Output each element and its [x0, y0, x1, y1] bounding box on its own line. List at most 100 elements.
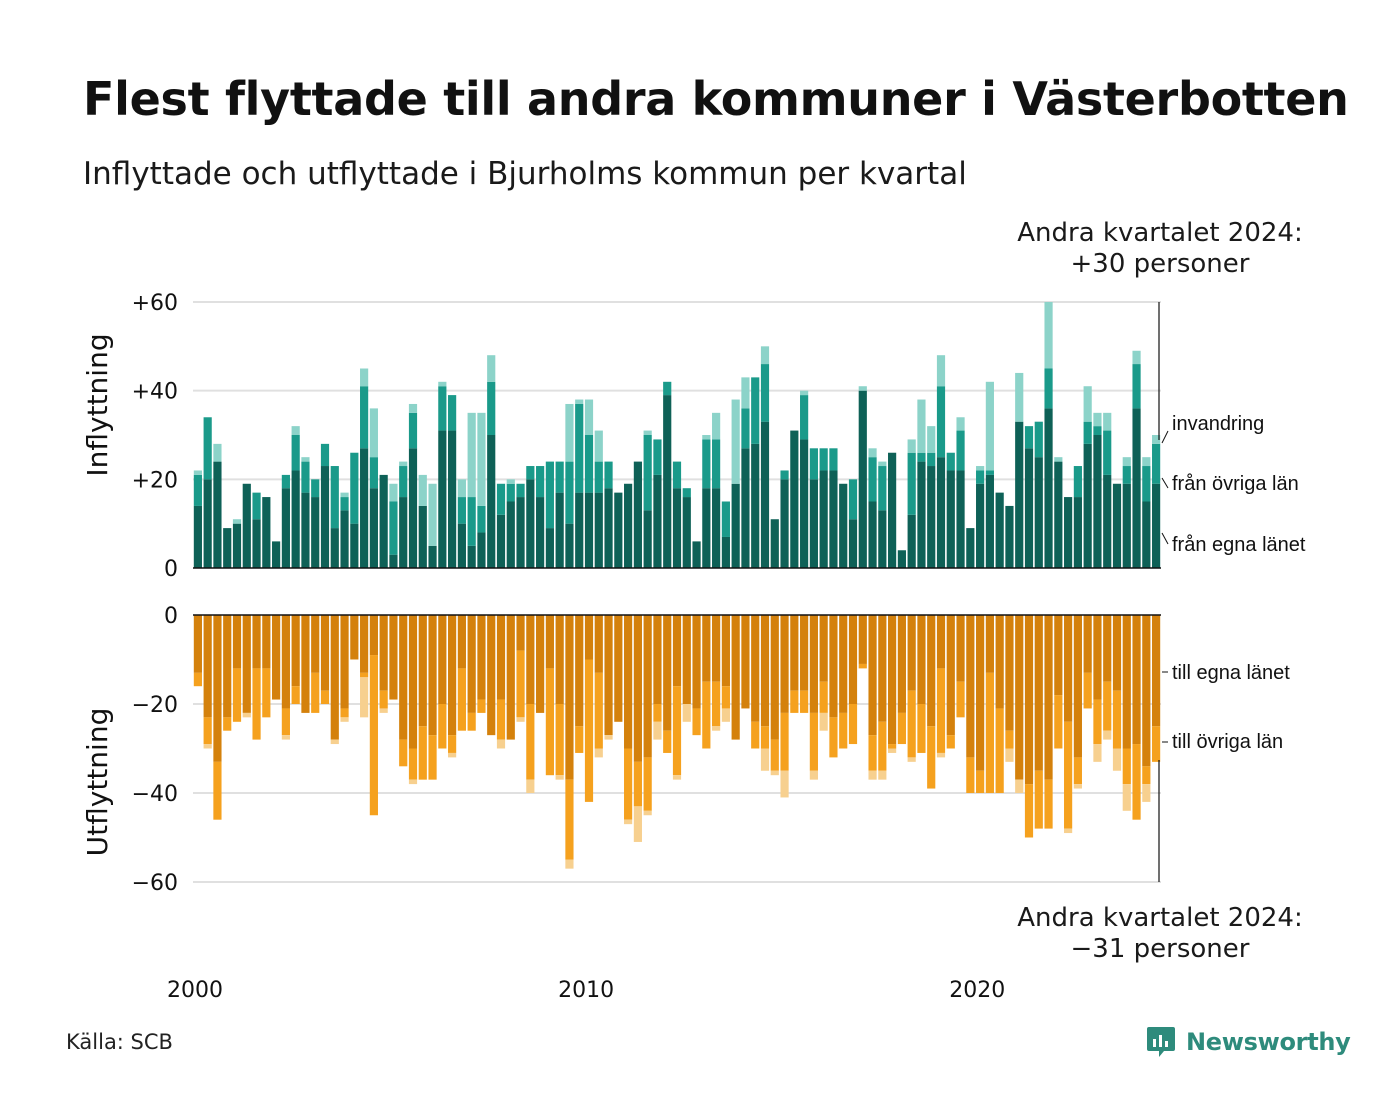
outflow-bar-0-48: [663, 615, 672, 731]
outflow-bar-0-96: [1132, 615, 1141, 745]
outflow-bar-0-16: [350, 615, 359, 660]
xtick-0: 2000: [167, 978, 223, 1003]
outflow-bar-1-67: [848, 704, 858, 745]
inflow-bar-2-87: [1044, 302, 1053, 369]
inflow-bar-0-31: [496, 514, 506, 568]
inflow-bar-0-24: [428, 545, 437, 568]
outflow-bar-0-62: [800, 615, 809, 691]
outflow-bar-1-33: [516, 650, 525, 718]
page-title: Flest flyttade till andra kommuner i Väs…: [83, 72, 1349, 126]
inflow-bar-1-73: [907, 452, 916, 515]
inflow-bar-0-30: [487, 435, 496, 568]
inflow-bar-1-62: [800, 395, 809, 440]
inflow-bar-2-22: [408, 403, 418, 413]
outflow-bar-1-58: [760, 726, 770, 749]
outflow-bar-0-68: [858, 615, 867, 664]
outflow-bar-1-23: [418, 726, 427, 780]
brand-logo: Newsworthy: [1146, 1024, 1351, 1060]
inflow-bar-2-24: [428, 483, 437, 546]
inflow-bar-0-58: [760, 421, 770, 568]
inflow-bar-1-29: [477, 505, 486, 533]
outflow-bar-0-23: [418, 615, 427, 727]
callout-outflow-latest: Andra kvartalet 2024: −31 personer: [1000, 903, 1320, 965]
outflow-bar-1-75: [927, 726, 936, 789]
outflow-bar-2-60: [780, 770, 789, 798]
inflow-bar-0-26: [448, 430, 457, 568]
outflow-bar-2-59: [770, 770, 779, 776]
inflow-bar-1-47: [653, 439, 662, 475]
outflow-bar-1-6: [252, 668, 261, 740]
inflow-bar-0-40: [584, 492, 594, 568]
outflow-bar-0-0: [193, 615, 202, 673]
outflow-bar-0-8: [272, 615, 281, 700]
inflow-bar-2-69: [868, 448, 877, 458]
outflow-bar-0-57: [751, 615, 760, 722]
outflow-bar-2-95: [1122, 784, 1131, 811]
inflow-bar-0-54: [721, 536, 730, 568]
outflow-bar-1-15: [340, 708, 349, 718]
inflow-bar-0-91: [1083, 443, 1092, 568]
outflow-bar-1-68: [858, 663, 867, 669]
outflow-bar-1-29: [477, 699, 486, 713]
ytick-outflow-3: −60: [132, 871, 178, 896]
outflow-bar-1-51: [692, 708, 701, 736]
outflow-bar-1-91: [1083, 672, 1092, 709]
inflow-bar-1-33: [516, 483, 525, 498]
ytick-inflow-2: +40: [132, 380, 178, 405]
outflow-bar-1-73: [907, 690, 916, 758]
inflow-bar-0-12: [311, 497, 320, 568]
xtick-2: 2020: [949, 978, 1005, 1003]
inflow-bar-0-96: [1132, 408, 1141, 568]
outflow-bar-2-45: [633, 806, 642, 842]
inflow-bar-2-58: [760, 346, 770, 365]
outflow-bar-0-39: [575, 615, 584, 727]
inflow-bar-0-65: [829, 470, 838, 568]
inflow-bar-0-20: [389, 554, 398, 568]
outflow-bar-0-84: [1015, 615, 1024, 780]
outflow-bar-1-17: [360, 672, 369, 678]
outflow-bar-0-21: [399, 615, 408, 740]
outflow-bar-1-64: [819, 681, 828, 713]
inflow-bar-2-20: [389, 483, 398, 502]
outflow-bar-2-76: [936, 752, 946, 758]
ytick-inflow-0: 0: [164, 557, 178, 582]
outflow-bar-0-91: [1083, 615, 1092, 673]
outflow-bar-2-34: [526, 779, 535, 793]
inflow-bar-1-56: [741, 408, 750, 449]
outflow-bar-0-43: [614, 615, 623, 722]
inflow-bar-0-84: [1015, 421, 1024, 568]
outflow-bar-0-80: [976, 615, 985, 771]
inflow-bar-0-42: [604, 488, 613, 568]
outflow-bar-1-22: [408, 748, 418, 780]
inflow-bar-2-96: [1132, 350, 1141, 365]
inflow-bar-2-55: [731, 399, 740, 484]
inflow-bar-2-2: [213, 443, 222, 462]
outflow-bar-0-54: [721, 615, 730, 687]
outflow-bar-1-77: [946, 735, 955, 749]
outflow-bar-1-46: [643, 757, 652, 811]
inflow-bar-1-53: [712, 439, 721, 489]
outflow-bar-0-49: [672, 615, 682, 687]
inflow-bar-1-76: [936, 386, 946, 458]
outflow-bar-2-26: [448, 752, 457, 758]
inflow-bar-0-98: [1152, 483, 1161, 568]
outflow-bar-0-19: [379, 615, 388, 691]
inflow-bar-2-76: [936, 355, 946, 387]
legend-outflow-0: till egna länet: [1172, 662, 1290, 684]
outflow-bar-0-44: [624, 615, 633, 749]
inflow-bar-0-75: [927, 466, 936, 568]
inflow-bar-2-80: [976, 466, 985, 471]
inflow-bar-0-70: [878, 510, 887, 568]
outflow-bar-0-85: [1024, 615, 1034, 785]
inflow-bar-0-89: [1064, 497, 1073, 568]
inflow-bar-0-53: [712, 488, 721, 568]
outflow-bar-0-78: [956, 615, 965, 682]
outflow-bar-2-17: [360, 677, 369, 718]
outflow-bar-0-67: [848, 615, 858, 704]
inflow-bar-0-90: [1073, 497, 1082, 568]
inflow-bar-0-56: [741, 448, 750, 568]
outflow-bar-2-70: [878, 770, 887, 780]
outflow-bar-1-66: [839, 712, 848, 749]
outflow-bar-0-9: [281, 615, 290, 709]
inflow-bar-0-87: [1044, 408, 1053, 568]
